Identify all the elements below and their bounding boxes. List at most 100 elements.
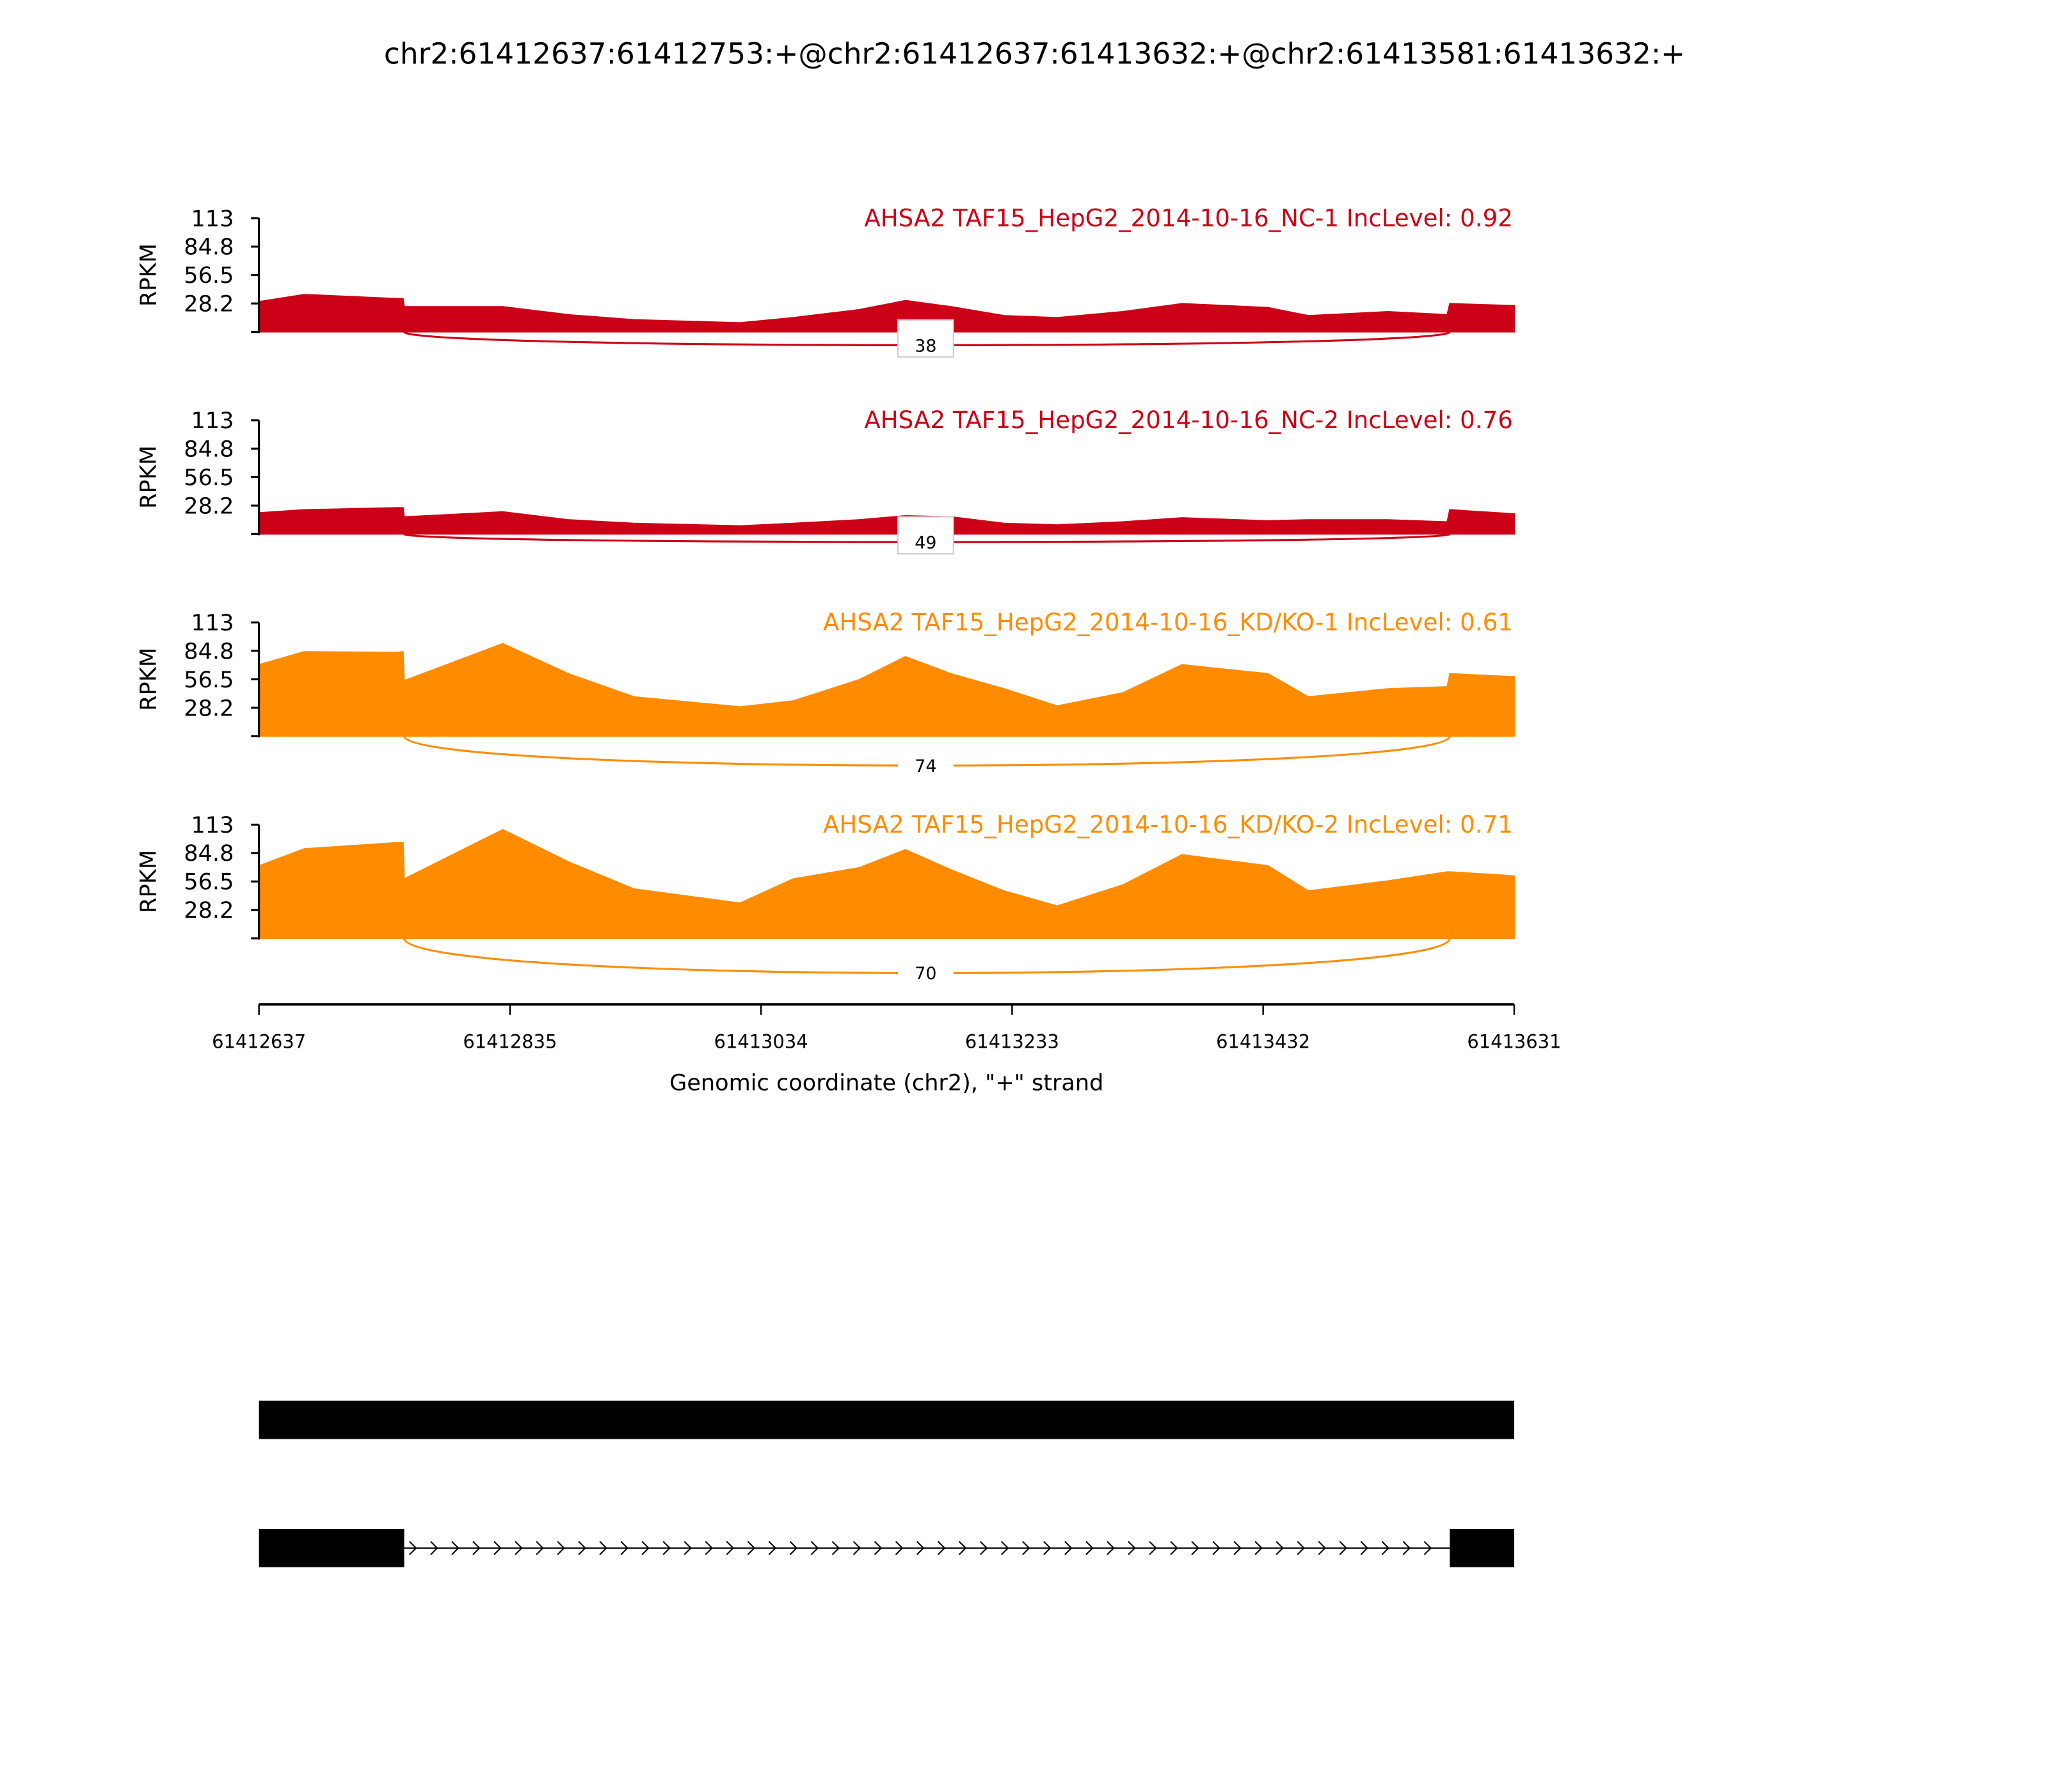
y-tick-label: 28.2 [184,897,234,924]
strand-chevron-icon [1402,1540,1411,1555]
x-tick-label: 61413034 [714,1030,808,1052]
strand-chevron-icon [1297,1540,1305,1555]
strand-chevron-icon [874,1540,883,1555]
x-tick-label: 61412835 [463,1030,557,1052]
strand-chevron-icon [768,1540,777,1555]
strand-chevron-icon [1064,1540,1073,1555]
strand-chevron-icon [641,1540,650,1555]
x-tick-label: 61413631 [1467,1030,1561,1052]
junction-label-box [898,753,954,778]
strand-chevron-icon [916,1540,925,1555]
sample-label: AHSA2 TAF15_HepG2_2014-10-16_KD/KO-2 Inc… [823,811,1513,838]
junction-label-box [897,516,954,555]
strand-chevron-icon [1339,1540,1348,1555]
strand-chevron-icon [1381,1540,1390,1555]
y-tick-label: 84.8 [184,638,234,664]
strand-chevron-icon [1085,1540,1094,1555]
strand-chevron-icon [705,1540,714,1555]
strand-chevron-icon [472,1540,481,1555]
strand-chevron-icon [726,1540,735,1555]
strand-chevron-icon [557,1540,565,1555]
coverage-area [258,294,1515,333]
y-tick-label: 28.2 [184,493,234,519]
strand-chevron-icon [430,1540,438,1555]
strand-chevron-icon [1276,1540,1284,1555]
strand-chevron-icon [1360,1540,1369,1555]
x-tick-label: 61413233 [965,1030,1059,1052]
y-tick-label: 113 [191,610,234,636]
strand-chevron-icon [599,1540,607,1555]
y-tick-label: 28.2 [184,695,234,721]
strand-chevron-icon [979,1540,988,1555]
strand-chevron-icon [1000,1540,1009,1555]
strand-chevron-icon [810,1540,819,1555]
strand-chevron-icon [536,1540,544,1555]
y-tick-label: 113 [191,812,234,838]
strand-chevron-icon [747,1540,756,1555]
coverage-area [258,829,1515,940]
strand-chevron-icon [958,1540,967,1555]
strand-chevron-icon [895,1540,904,1555]
strand-chevron-icon [1022,1540,1030,1555]
x-axis: 61412637 61412835 61413034 61413233 61413432… [212,1003,1561,1052]
chart-title: chr2:61412637:61412753:+@chr2:61412637:6… [384,36,1685,70]
y-axis-label: RPKM [136,850,162,913]
y-tick-label: 56.5 [184,869,234,895]
y-tick-label: 56.5 [184,465,234,491]
transcript-model [259,1400,1514,1439]
junction-count-label: 49 [915,533,936,553]
strand-chevron-icon [1170,1540,1178,1555]
y-axis-label: RPKM [136,445,162,509]
strand-chevron-icon [1212,1540,1220,1555]
junction-label-box [898,961,954,985]
sample-label: AHSA2 TAF15_HepG2_2014-10-16_NC-1 IncLev… [864,204,1513,232]
y-tick-label: 113 [191,205,234,232]
strand-chevron-icon [493,1540,502,1555]
strand-chevron-icon [578,1540,586,1555]
strand-chevron-icon [1318,1540,1326,1555]
junction-count-label: 70 [915,964,936,984]
strand-chevron-icon [1254,1540,1263,1555]
strand-chevron-icon [1043,1540,1052,1555]
strand-chevron-icon [1233,1540,1242,1555]
sample-label: AHSA2 TAF15_HepG2_2014-10-16_KD/KO-1 Inc… [823,609,1513,636]
y-tick-label: 56.5 [184,667,234,693]
junction-count-label: 38 [915,336,936,356]
strand-chevron-icon [1423,1540,1432,1555]
junction-count-label: 74 [915,756,936,776]
strand-chevron-icon [852,1540,861,1555]
exon-block [1450,1528,1514,1567]
strand-chevron-icon [684,1540,692,1555]
y-axis-label: RPKM [136,648,162,711]
y-axis-label: RPKM [136,243,162,307]
strand-chevron-icon [1128,1540,1136,1555]
strand-chevron-icon [409,1540,417,1555]
y-tick-label: 84.8 [184,436,234,462]
strand-chevron-icon [451,1540,460,1555]
x-tick-label: 61412637 [212,1030,306,1052]
strand-chevron-icon [1191,1540,1199,1555]
junction-label-box [897,319,954,358]
coverage-area [258,643,1515,737]
x-tick-label: 61413432 [1216,1030,1310,1052]
strand-chevron-icon [1149,1540,1157,1555]
sample-label: AHSA2 TAF15_HepG2_2014-10-16_NC-2 IncLev… [864,406,1513,434]
x-axis-label: Genomic coordinate (chr2), "+" strand [669,1069,1103,1096]
strand-chevron-icon [620,1540,628,1555]
y-tick-label: 84.8 [184,840,234,867]
strand-chevron-icon [662,1540,671,1555]
strand-chevron-icon [937,1540,946,1555]
y-tick-label: 113 [191,408,234,434]
strand-chevron-icon [831,1540,840,1555]
strand-chevron-icon [1107,1540,1115,1555]
coverage-area [258,507,1515,535]
y-tick-label: 28.2 [184,291,234,317]
y-tick-label: 56.5 [184,262,234,289]
gene-models [259,1400,1514,1567]
